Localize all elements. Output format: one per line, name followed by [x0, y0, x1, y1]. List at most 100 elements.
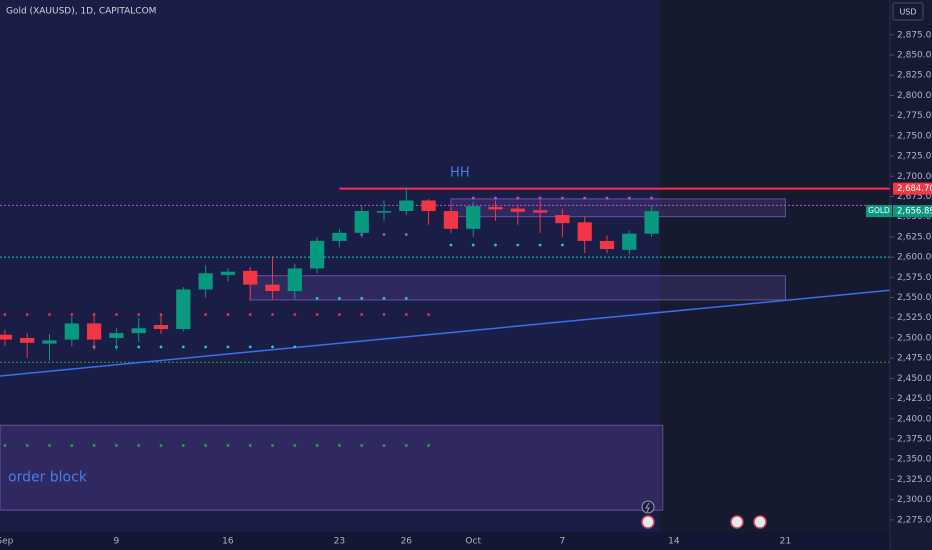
indicator-dot — [293, 444, 297, 447]
lightning-icon — [641, 500, 655, 514]
y-tick-label: 2,275.00 — [897, 515, 932, 525]
indicator-dot — [204, 444, 208, 447]
y-tick-label: 2,700.00 — [897, 172, 932, 182]
symbol-tag — [866, 205, 892, 218]
chart-title: Gold (XAUUSD), 1D, CAPITALCOM — [6, 7, 156, 17]
y-tick-label: 2,425.00 — [897, 394, 932, 404]
candle-body — [131, 328, 146, 334]
indicator-dot — [650, 196, 654, 200]
indicator-dot — [494, 196, 497, 200]
candle-body — [243, 270, 258, 285]
indicator-dot — [204, 345, 208, 349]
indicator-dot — [627, 196, 631, 200]
y-tick-label: 2,575.00 — [897, 273, 932, 283]
y-tick-label: 2,625.00 — [897, 232, 932, 242]
indicator-dot — [382, 233, 386, 236]
indicator-dot — [48, 444, 51, 447]
indicator-dot — [338, 313, 341, 316]
indicator-dot — [382, 313, 386, 316]
trendline — [0, 289, 890, 377]
flag-icon — [641, 515, 655, 529]
indicator-dot — [338, 444, 341, 447]
x-tick-label: 14 — [668, 537, 680, 547]
candle-body — [399, 200, 414, 212]
indicator-dot — [3, 313, 7, 316]
y-tick-label: 2,550.00 — [897, 293, 932, 303]
price-axis — [890, 0, 932, 550]
indicator-dot — [538, 243, 542, 247]
indicator-dot — [471, 196, 475, 200]
zone — [0, 424, 664, 511]
candle-body — [599, 240, 615, 250]
indicator-dot — [3, 444, 7, 447]
y-tick-label: 2,825.00 — [897, 71, 932, 81]
indicator-dot — [360, 444, 364, 447]
indicator-dot — [25, 313, 29, 316]
indicator-dot — [382, 444, 386, 447]
candle-body — [577, 222, 592, 241]
indicator-dot — [293, 345, 297, 349]
candle-body — [421, 200, 436, 212]
candle-body — [510, 208, 525, 212]
indicator-dot — [360, 296, 364, 300]
indicator-dot — [115, 444, 118, 447]
indicator-dot — [181, 444, 185, 447]
indicator-dot — [70, 313, 74, 316]
indicator-dot — [25, 444, 29, 447]
indicator-dot — [226, 345, 230, 349]
y-tick-label: 2,775.00 — [897, 111, 932, 121]
x-tick-label: 23 — [334, 537, 345, 547]
flag-icon — [753, 515, 767, 529]
x-tick-label: 7 — [560, 537, 566, 547]
candle-body — [176, 289, 191, 330]
indicator-dot — [471, 243, 475, 247]
candle-body — [622, 233, 637, 250]
indicator-dot — [137, 444, 141, 447]
indicator-dot — [159, 345, 163, 349]
y-tick-label: 2,600.00 — [897, 253, 932, 263]
indicator-dot — [137, 313, 141, 316]
indicator-dot — [538, 196, 542, 200]
y-tick-label: 2,475.00 — [897, 354, 932, 364]
indicator-dot — [404, 233, 408, 236]
indicator-dot — [248, 313, 252, 316]
x-tick-label: 26 — [401, 537, 413, 547]
indicator-dot — [516, 243, 520, 247]
candle-body — [309, 240, 325, 269]
indicator-dot — [248, 345, 252, 349]
x-tick-label: 9 — [114, 537, 120, 547]
indicator-dot — [605, 196, 609, 200]
indicator-dot — [360, 313, 364, 316]
price-tag — [893, 182, 932, 195]
indicator-dot — [561, 243, 564, 247]
candle-body — [443, 211, 459, 229]
y-tick-label: 2,675.00 — [897, 192, 932, 202]
time-axis — [0, 532, 890, 550]
y-tick-label: 2,850.00 — [897, 50, 932, 60]
indicator-dot — [271, 444, 274, 447]
symbol-tag-label: GOLD — [868, 206, 890, 215]
plot-area: order block HH — [0, 166, 890, 511]
zone-label: order block — [8, 470, 88, 486]
indicator-dot — [427, 313, 431, 316]
candle-body — [466, 206, 481, 229]
candle-body — [354, 211, 369, 233]
indicator-dot — [92, 444, 96, 447]
indicator-dot — [293, 313, 297, 316]
currency: USD — [899, 8, 916, 17]
candle-body — [555, 215, 570, 224]
y-tick-label: 2,800.00 — [897, 91, 932, 101]
candle-body — [64, 323, 79, 340]
indicator-dot — [226, 444, 230, 447]
candle-body — [265, 284, 280, 292]
future-area — [660, 0, 890, 532]
indicator-dot — [159, 313, 163, 316]
price-tag — [893, 205, 932, 218]
candle-body — [220, 271, 236, 275]
indicator-dot — [338, 296, 341, 300]
indicator-dot — [159, 444, 163, 447]
candle-body — [86, 323, 102, 340]
y-tick-label: 2,525.00 — [897, 313, 932, 323]
candle-body — [42, 340, 57, 344]
